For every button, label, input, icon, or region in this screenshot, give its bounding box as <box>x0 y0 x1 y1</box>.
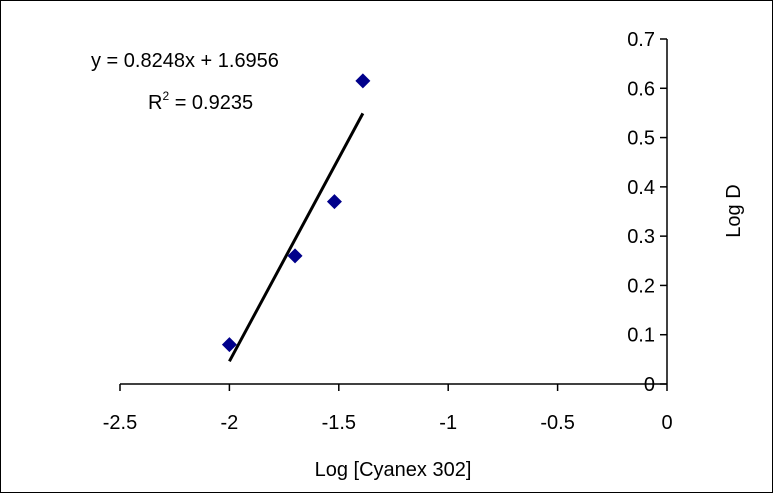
r-squared-symbol: R <box>148 92 162 114</box>
y-tick-label: 0.1 <box>627 325 655 347</box>
y-axis-label: Log D <box>723 184 745 237</box>
x-ticks: -2.5 -2 -1.5 -1 -0.5 0 <box>103 384 673 434</box>
y-tick-label: 0.7 <box>627 29 655 51</box>
x-tick-label: -2 <box>221 412 239 434</box>
x-axis-label: Log [Cyanex 302] <box>315 459 472 481</box>
y-tick-label: 0.4 <box>627 177 655 199</box>
data-point <box>326 194 342 210</box>
data-point <box>355 73 371 89</box>
x-tick-label: -1.5 <box>322 412 356 434</box>
r-squared-label: R2 = 0.9235 <box>148 89 253 114</box>
y-ticks: 0 0.1 0.2 0.3 0.4 0.5 0.6 0.7 <box>627 29 667 396</box>
y-tick-label: 0.2 <box>627 275 655 297</box>
trendline <box>228 112 365 363</box>
r-squared-value: = 0.9235 <box>169 92 253 114</box>
equation-label: y = 0.8248x + 1.6956 <box>91 50 279 72</box>
x-tick-label: -1 <box>439 412 457 434</box>
y-tick-label: 0.3 <box>627 226 655 248</box>
y-tick-label: 0.6 <box>627 78 655 100</box>
r-squared-exponent: 2 <box>162 89 169 103</box>
y-tick-label: 0 <box>644 374 655 396</box>
x-tick-label: -2.5 <box>103 412 137 434</box>
x-tick-label: 0 <box>661 412 672 434</box>
data-point <box>221 337 237 353</box>
y-tick-label: 0.5 <box>627 128 655 150</box>
data-points <box>221 73 371 353</box>
x-tick-label: -0.5 <box>540 412 574 434</box>
data-point <box>287 248 303 264</box>
